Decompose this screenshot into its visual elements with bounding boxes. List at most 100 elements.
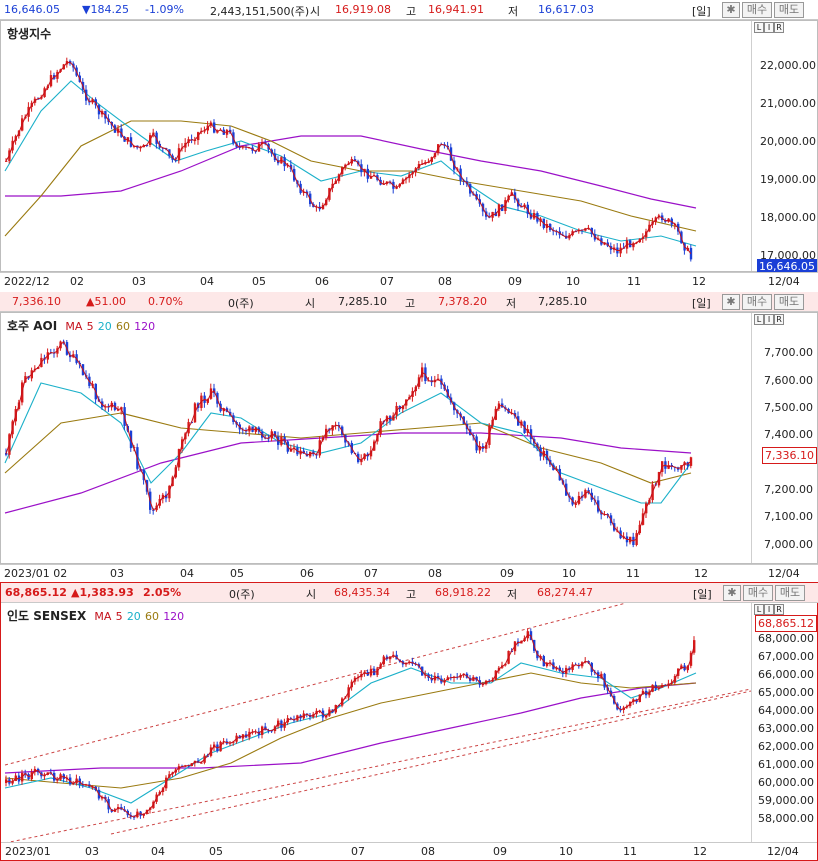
chart-area[interactable]: 호주 AOI MA 5 20 60 120 L I R 7,700.00 7,6… — [0, 312, 818, 564]
change: ▲51.00 — [86, 295, 126, 308]
ma120-legend: 120 — [163, 610, 185, 623]
change-pct: 0.70% — [148, 295, 183, 308]
sell-button[interactable]: 매도 — [774, 2, 804, 18]
x-tick: 08 — [421, 845, 435, 858]
gear-icon[interactable]: ✱ — [722, 2, 740, 18]
y-tick: 58,000.00 — [758, 812, 814, 825]
open-value: 68,435.34 — [334, 586, 390, 599]
lir-l[interactable]: L — [754, 314, 764, 325]
x-tick: 2023/01 — [5, 845, 51, 858]
lir-r[interactable]: R — [774, 22, 784, 33]
y-tick: 7,000.00 — [764, 538, 813, 551]
chart-name: 호주 AOI — [7, 319, 58, 333]
period-day[interactable]: [일] — [692, 297, 711, 310]
y-tick: 7,500.00 — [764, 401, 813, 414]
x-tick: 03 — [85, 845, 99, 858]
x-tick: 07 — [364, 567, 378, 580]
chart-area[interactable]: 항생지수 L I R 22,000.00 21,000.00 20,000.00… — [0, 20, 818, 274]
x-tick: 05 — [252, 275, 266, 288]
panel-hangseng: 16,646.05 ▼184.25 -1.09% 2,443,151,500(주… — [0, 0, 818, 293]
current-price-label: 7,336.10 — [762, 447, 817, 464]
period-day[interactable]: [일] — [693, 588, 712, 601]
buy-button[interactable]: 매수 — [742, 2, 772, 18]
ma20-legend: 20 — [126, 610, 141, 623]
lir-r[interactable]: R — [774, 604, 784, 615]
y-tick: 67,000.00 — [758, 650, 814, 663]
x-tick: 11 — [626, 567, 640, 580]
low-label: 저 — [506, 297, 517, 310]
low-value: 68,274.47 — [537, 586, 593, 599]
x-tick: 11 — [627, 275, 641, 288]
buy-button[interactable]: 매수 — [742, 294, 772, 310]
x-tick: 08 — [428, 567, 442, 580]
y-tick: 65,000.00 — [758, 686, 814, 699]
sell-button[interactable]: 매도 — [775, 585, 805, 601]
y-tick: 21,000.00 — [760, 97, 816, 110]
ma5-legend: 5 — [86, 320, 94, 333]
y-tick: 22,000.00 — [760, 59, 816, 72]
x-end-date: 12/04 — [768, 567, 800, 580]
ma-label: MA — [65, 320, 83, 333]
y-tick: 61,000.00 — [758, 758, 814, 771]
open-label: 시 — [305, 297, 316, 310]
x-tick: 04 — [151, 845, 165, 858]
y-axis: L I R 22,000.00 21,000.00 20,000.00 19,0… — [751, 21, 817, 274]
lir-i[interactable]: I — [764, 314, 774, 325]
x-tick: 03 — [132, 275, 146, 288]
change: ▼184.25 — [82, 3, 129, 16]
lir-i[interactable]: I — [764, 22, 774, 33]
period-day[interactable]: [일] — [692, 5, 711, 18]
quote-header: 16,646.05 ▼184.25 -1.09% 2,443,151,500(주… — [0, 0, 818, 20]
y-tick: 7,600.00 — [764, 374, 813, 387]
gear-icon[interactable]: ✱ — [723, 585, 741, 601]
lir-i[interactable]: I — [764, 604, 774, 615]
y-tick: 64,000.00 — [758, 704, 814, 717]
price-chart — [4, 603, 751, 843]
ma60-legend: 60 — [145, 610, 159, 623]
ma60-legend: 60 — [115, 320, 130, 333]
low-value: 16,617.03 — [538, 3, 594, 16]
y-tick: 68,000.00 — [758, 632, 814, 645]
x-tick: 07 — [380, 275, 394, 288]
y-tick: 7,100.00 — [764, 510, 813, 523]
y-tick: 7,700.00 — [764, 346, 813, 359]
current-price: 68,865.12 — [5, 586, 67, 599]
panel-sensex: 68,865.12 ▲1,383.93 2.05% 0(주) 시 68,435.… — [0, 582, 818, 861]
y-tick: 63,000.00 — [758, 722, 814, 735]
current-price: 16,646.05 — [4, 3, 60, 16]
x-end-date: 12/04 — [768, 275, 800, 288]
gear-icon[interactable]: ✱ — [722, 294, 740, 310]
low-label: 저 — [507, 588, 518, 601]
lir-r[interactable]: R — [774, 314, 784, 325]
chart-title: 인도 SENSEX MA 5 20 60 120 — [7, 607, 184, 624]
x-tick: 06 — [315, 275, 329, 288]
open-label: 시 — [310, 5, 321, 18]
x-tick: 09 — [500, 567, 514, 580]
volume: 0(주) — [228, 297, 254, 310]
x-tick: 11 — [623, 845, 637, 858]
y-tick: 66,000.00 — [758, 668, 814, 681]
chart-title: 항생지수 — [7, 27, 52, 41]
price-chart — [4, 339, 693, 548]
y-tick: 60,000.00 — [758, 776, 814, 789]
ma20-legend: 20 — [97, 320, 112, 333]
current-price: 7,336.10 — [12, 295, 61, 308]
y-tick: 62,000.00 — [758, 740, 814, 753]
buy-button[interactable]: 매수 — [743, 585, 773, 601]
lir-l[interactable]: L — [754, 604, 764, 615]
x-end-date: 12/04 — [767, 845, 799, 858]
x-tick: 06 — [300, 567, 314, 580]
current-price-label: 68,865.12 — [755, 615, 817, 632]
x-tick: 12 — [692, 275, 706, 288]
chart-area[interactable]: 인도 SENSEX MA 5 20 60 120 L I R 68,865.12… — [1, 603, 817, 843]
sell-button[interactable]: 매도 — [774, 294, 804, 310]
chart-name: 인도 SENSEX — [7, 609, 87, 623]
quote-header: 68,865.12 ▲1,383.93 2.05% 0(주) 시 68,435.… — [1, 583, 818, 603]
low-value: 7,285.10 — [538, 295, 587, 308]
panel-australia: 7,336.10 ▲51.00 0.70% 0(주) 시 7,285.10 고 … — [0, 292, 818, 582]
y-axis: L I R 7,700.00 7,600.00 7,500.00 7,400.0… — [751, 313, 817, 563]
x-tick: 12 — [694, 567, 708, 580]
y-tick: 7,200.00 — [764, 483, 813, 496]
x-tick: 06 — [281, 845, 295, 858]
lir-l[interactable]: L — [754, 22, 764, 33]
